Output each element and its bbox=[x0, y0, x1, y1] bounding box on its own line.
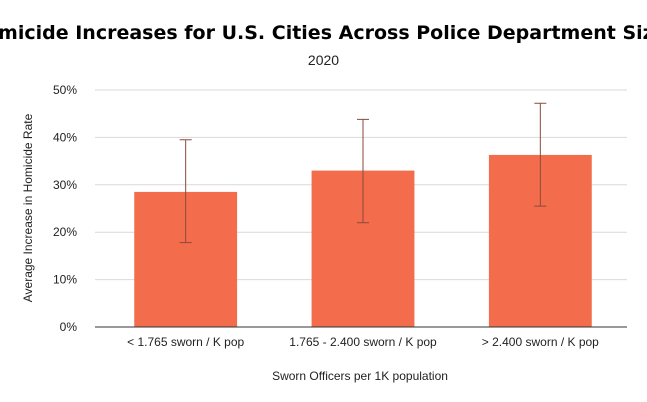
y-tick-label: 50% bbox=[53, 83, 77, 97]
bars bbox=[134, 154, 592, 327]
x-tick-label: 1.765 - 2.400 sworn / K pop bbox=[289, 335, 437, 349]
y-tick-labels: 0% 10% 20% 30% 40% 50% bbox=[53, 83, 77, 334]
error-bars bbox=[179, 102, 547, 244]
x-tick-labels: < 1.765 sworn / K pop 1.765 - 2.400 sworn… bbox=[127, 335, 599, 349]
y-tick-label: 30% bbox=[53, 178, 77, 192]
y-tick-label: 0% bbox=[60, 320, 78, 334]
chart-subtitle: 2020 bbox=[308, 52, 339, 68]
x-axis-label: Sworn Officers per 1K population bbox=[272, 369, 448, 383]
y-axis-label: Average Increase in Homicide Rate bbox=[21, 113, 35, 302]
y-tick-label: 20% bbox=[53, 225, 77, 239]
y-tick-label: 10% bbox=[53, 273, 77, 287]
x-tick-label: > 2.400 sworn / K pop bbox=[482, 335, 599, 349]
x-tick-label: < 1.765 sworn / K pop bbox=[127, 335, 244, 349]
chart-title: Homicide Increases for U.S. Cities Acros… bbox=[0, 22, 647, 44]
y-tick-label: 40% bbox=[53, 130, 77, 144]
